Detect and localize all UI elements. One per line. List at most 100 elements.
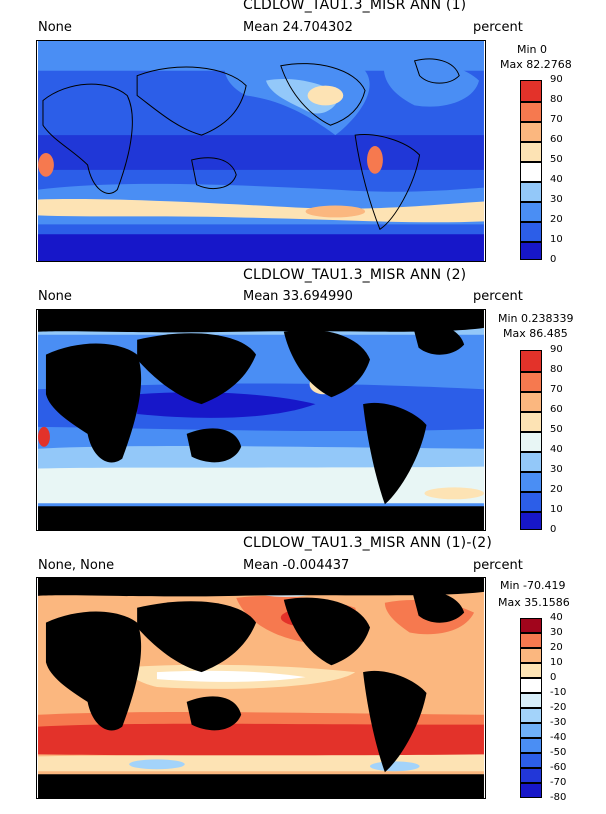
colorbar-tick: 50 [550,154,563,165]
colorbar-tick: 20 [550,214,563,225]
colorbar-tick: 30 [550,194,563,205]
land-mask [38,578,484,798]
panel-3: CLDLOW_TAU1.3_MISR ANN (1)-(2) None, Non… [0,535,606,810]
colorbar-tick: -20 [550,702,567,713]
colorbar: 90 80 70 60 50 40 30 20 10 0 [520,75,563,265]
colorbar-tick: -30 [550,717,567,728]
left-label: None, None [38,558,115,573]
panel-2: CLDLOW_TAU1.3_MISR ANN (2) None Mean 33.… [0,267,606,540]
colorbar-tick: 30 [550,464,563,475]
colorbar-tick: -40 [550,732,567,743]
antarctic-band [38,234,484,261]
min-label: Min 0.238339 [498,312,574,325]
colorbar-seg [520,392,542,412]
left-label: None [38,20,72,35]
coastlines [42,58,460,231]
colorbar-seg [520,738,542,753]
map [36,40,486,262]
colorbar-seg [520,768,542,783]
colorbar-tick: 40 [550,612,563,623]
colorbar: 90 80 70 60 50 40 30 20 10 0 [520,345,563,535]
diff-region-tropics-neutral [156,670,306,682]
max-label: Max 86.485 [503,327,568,340]
min-label: Min 0 [517,43,548,56]
colorbar-tick: 10 [550,504,563,515]
diff-region-southern-ocean [38,723,484,757]
colorbar-seg [520,182,542,202]
colorbar-tick: 0 [550,524,557,535]
colorbar-tick: 20 [550,484,563,495]
left-label: None [38,289,72,304]
colorbar-tick: 30 [550,627,563,638]
colorbar-seg [520,222,542,242]
cloud-region-southern-ocean [38,199,484,223]
colorbar-tick: 90 [550,74,563,85]
colorbar-seg [520,723,542,738]
colorbar-seg [520,512,542,530]
colorbar-seg [520,350,542,372]
map [36,577,486,799]
colorbar-seg [520,663,542,678]
colorbar-seg [520,678,542,693]
colorbar-seg [520,492,542,512]
colorbar-tick: 20 [550,642,563,653]
colorbar-seg [520,452,542,472]
mean-label: Mean 24.704302 [243,20,353,35]
colorbar-tick: 60 [550,404,563,415]
max-label: Max 82.2768 [500,58,572,71]
colorbar-tick: 40 [550,444,563,455]
colorbar-tick: 70 [550,384,563,395]
colorbar-tick: -50 [550,747,567,758]
colorbar-tick: 40 [550,174,563,185]
colorbar-tick: 60 [550,134,563,145]
units-label: percent [473,289,523,304]
colorbar-seg [520,783,542,798]
units-label: percent [473,558,523,573]
colorbar-seg [520,80,542,102]
colorbar-seg [520,372,542,392]
panel-1: CLDLOW_TAU1.3_MISR ANN (1) None Mean 24.… [0,0,606,270]
colorbar-seg [520,162,542,182]
colorbar-seg [520,753,542,768]
cloud-region-southern-ocean [38,466,484,504]
plot-title: CLDLOW_TAU1.3_MISR ANN (1)-(2) [243,535,493,551]
land-mask [38,310,484,530]
units-label: percent [473,20,523,35]
colorbar-tick: 50 [550,424,563,435]
colorbar-tick: 0 [550,672,557,683]
cloud-region-california [307,85,344,106]
plot-title: CLDLOW_TAU1.3_MISR ANN (2) [243,267,467,283]
cloud-region-namibia [38,426,50,447]
plot-title: CLDLOW_TAU1.3_MISR ANN (1) [243,0,467,13]
cloud-region-south-atlantic [424,487,484,500]
cloud-region-peru [367,146,383,174]
colorbar-seg [520,142,542,162]
colorbar: 40 30 20 10 0 -10 -20 -30 -40 -50 -60 -7… [520,613,566,803]
colorbar-tick: -70 [550,777,567,788]
colorbar-tick: 0 [550,254,557,265]
colorbar-seg [520,102,542,122]
colorbar-tick: 90 [550,344,563,355]
colorbar-seg [520,242,542,260]
cloud-region-tropics-core [137,392,316,418]
colorbar-seg [520,618,542,633]
colorbar-seg [520,202,542,222]
mean-label: Mean 33.694990 [243,289,353,304]
colorbar-tick: -80 [550,792,567,803]
colorbar-tick: 80 [550,94,563,105]
cloud-region-namibia [38,152,54,177]
colorbar-tick: -60 [550,762,567,773]
colorbar-tick: 80 [550,364,563,375]
colorbar-tick: 10 [550,234,563,245]
max-label: Max 35.1586 [498,596,570,609]
colorbar-seg [520,633,542,648]
colorbar-seg [520,693,542,708]
colorbar-seg [520,648,542,663]
cloud-region-natlantic [383,59,480,107]
diff-region-antarctic-edge [38,754,484,772]
colorbar-seg [520,708,542,723]
colorbar-tick: 70 [550,114,563,125]
colorbar-seg [520,122,542,142]
colorbar-tick: 10 [550,657,563,668]
colorbar-seg [520,432,542,452]
